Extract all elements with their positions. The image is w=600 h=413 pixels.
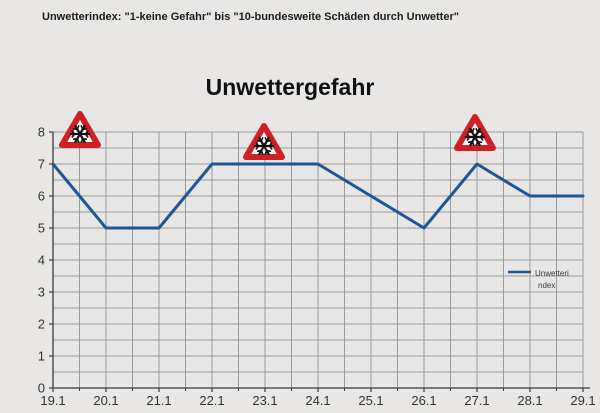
legend-label: ndex bbox=[538, 281, 555, 290]
y-tick-label: 2 bbox=[38, 317, 45, 332]
x-tick-label: 25.1 bbox=[358, 393, 383, 408]
snow-warning-triangle-icon bbox=[243, 123, 285, 160]
snow-warning-triangle-icon bbox=[59, 111, 101, 148]
y-tick-label: 6 bbox=[38, 189, 45, 204]
chart-gridlines bbox=[53, 131, 584, 388]
x-tick-label: 22.1 bbox=[199, 393, 224, 408]
axis-tick-labels: 0 1 2 3 4 5 6 7 8 19.1 20.1 21.1 22.1 23.1 24.1 25.1 26.… bbox=[38, 125, 596, 409]
y-tick-label: 3 bbox=[38, 285, 45, 300]
index-scale-note: Unwetterindex: "1-keine Gefahr" bis "10-… bbox=[42, 11, 459, 23]
legend-label: Unwetteri bbox=[535, 269, 569, 278]
x-tick-label: 24.1 bbox=[305, 393, 330, 408]
y-tick-label: 1 bbox=[38, 349, 45, 364]
y-tick-label: 8 bbox=[38, 125, 45, 140]
chart-axes bbox=[49, 131, 590, 392]
x-tick-label: 28.1 bbox=[517, 393, 542, 408]
x-tick-label: 26.1 bbox=[411, 393, 436, 408]
warning-annotations bbox=[59, 111, 496, 160]
y-tick-label: 5 bbox=[38, 221, 45, 236]
unwetterindex-series-line bbox=[51, 162, 585, 230]
x-tick-label: 19.1 bbox=[40, 393, 65, 408]
series-line bbox=[51, 162, 585, 230]
x-tick-label: 29.1 bbox=[570, 393, 595, 408]
x-tick-label: 21.1 bbox=[146, 393, 171, 408]
y-tick-label: 0 bbox=[38, 381, 45, 396]
y-tick-label: 7 bbox=[38, 157, 45, 172]
y-tick-label: 4 bbox=[38, 253, 45, 268]
chart-title: Unwettergefahr bbox=[205, 74, 375, 100]
x-tick-label: 27.1 bbox=[464, 393, 489, 408]
legend: Unwetteri ndex bbox=[508, 269, 569, 290]
x-tick-label: 23.1 bbox=[252, 393, 277, 408]
snow-warning-triangle-icon bbox=[454, 114, 496, 151]
x-tick-label: 20.1 bbox=[93, 393, 118, 408]
